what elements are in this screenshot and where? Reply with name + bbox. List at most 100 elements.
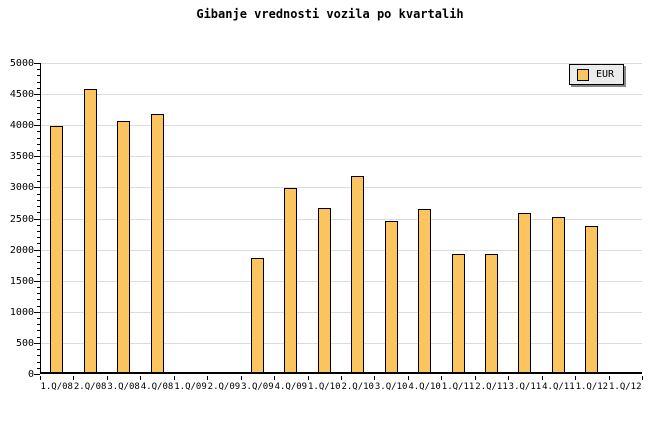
gridline <box>41 156 642 158</box>
gridline <box>41 311 642 313</box>
y-minor-tick <box>37 355 40 357</box>
y-minor-tick <box>37 199 40 201</box>
bar-1.Q/11 <box>451 254 465 372</box>
gridline <box>41 94 642 96</box>
x-axis-tick <box>73 376 75 380</box>
bar-2.Q/10 <box>351 176 365 372</box>
x-axis-tick-label: 3.Q/08 <box>107 382 140 392</box>
y-axis-tick-label: 3000 <box>9 182 34 194</box>
gridline <box>41 187 642 189</box>
y-minor-tick <box>37 162 40 164</box>
x-axis-tick-label: 2.Q/09 <box>207 382 241 392</box>
bar-4.Q/11 <box>551 217 565 372</box>
y-minor-tick <box>37 299 40 301</box>
legend-label: EUR <box>596 69 615 80</box>
y-minor-tick <box>37 361 40 363</box>
y-minor-tick <box>37 243 40 245</box>
x-axis-tick-label: 1.Q/12 <box>609 382 642 392</box>
x-axis-tick-label: 3.Q/09 <box>241 382 274 392</box>
bar-1.Q/10 <box>317 208 331 372</box>
y-minor-tick <box>37 349 40 351</box>
bar-2.Q/11 <box>485 254 498 372</box>
y-major-tick <box>34 63 40 64</box>
y-axis-tick-label: 2000 <box>9 244 34 256</box>
y-minor-tick <box>37 318 40 320</box>
y-minor-tick <box>37 118 40 120</box>
legend-box: EUR <box>569 64 624 85</box>
x-axis-tick <box>541 376 543 380</box>
plot-area <box>40 63 642 374</box>
y-major-tick <box>34 125 40 127</box>
y-minor-tick <box>37 336 40 338</box>
x-axis-tick <box>642 376 643 380</box>
y-minor-tick <box>37 212 40 214</box>
y-minor-tick <box>37 168 40 170</box>
y-minor-tick <box>37 143 40 145</box>
y-minor-tick <box>37 293 40 295</box>
x-axis-tick-label: 2.Q/08 <box>73 382 107 392</box>
x-axis-tick <box>341 376 342 380</box>
y-axis-tick-label: 2500 <box>9 213 34 225</box>
bar-3.Q/11 <box>518 212 532 372</box>
y-axis-tick-label: 1000 <box>9 306 34 318</box>
x-axis-tick <box>240 376 242 380</box>
bar-3.Q/08 <box>117 121 131 372</box>
x-axis-tick <box>474 376 476 380</box>
y-major-tick <box>34 94 40 96</box>
gridline <box>41 218 642 220</box>
x-axis-tick <box>207 376 209 380</box>
y-minor-tick <box>37 150 40 152</box>
x-axis-tick-label: 1.Q/09 <box>174 382 207 392</box>
y-axis-tick-label: 0 <box>27 369 34 380</box>
y-major-tick <box>34 311 40 313</box>
y-axis-tick-label: 4500 <box>9 89 34 101</box>
y-minor-tick <box>37 367 40 369</box>
y-major-tick <box>34 280 40 282</box>
y-major-tick <box>34 249 40 251</box>
y-minor-tick <box>37 112 40 114</box>
bar-1.Q/08 <box>50 126 64 372</box>
x-axis-tick <box>441 376 443 380</box>
bar-4.Q/09 <box>284 187 298 372</box>
y-minor-tick <box>37 262 40 264</box>
y-minor-tick <box>37 69 40 71</box>
y-minor-tick <box>37 224 40 226</box>
x-axis-tick <box>40 376 41 380</box>
y-minor-tick <box>37 106 40 108</box>
y-minor-tick <box>37 131 40 133</box>
x-axis-tick-label: 1.Q/12 <box>575 382 609 392</box>
x-axis-tick-label: 2.Q/11 <box>475 382 508 392</box>
bar-4.Q/08 <box>150 113 164 372</box>
y-major-tick <box>34 218 40 220</box>
bar-4.Q/10 <box>418 209 432 372</box>
bar-1.Q/12 <box>585 226 599 372</box>
y-axis-tick-label: 4000 <box>9 120 34 132</box>
x-axis-tick <box>106 376 108 380</box>
y-minor-tick <box>37 100 40 102</box>
y-axis-tick-label: 500 <box>15 337 34 349</box>
y-minor-tick <box>37 274 40 276</box>
gridline <box>41 342 642 344</box>
x-axis-tick <box>575 376 577 380</box>
y-minor-tick <box>37 305 40 307</box>
y-major-tick <box>34 187 40 189</box>
y-minor-tick <box>37 237 40 239</box>
y-minor-tick <box>37 81 40 83</box>
y-minor-tick <box>37 324 40 326</box>
x-axis-tick-label: 4.Q/09 <box>274 382 308 392</box>
legend-swatch-eur <box>577 68 589 81</box>
y-minor-tick <box>37 330 40 332</box>
x-axis-tick <box>274 376 276 380</box>
gridline <box>41 280 642 282</box>
y-minor-tick <box>37 268 40 270</box>
x-axis-tick <box>140 376 142 380</box>
y-minor-tick <box>37 87 40 89</box>
y-minor-tick <box>37 230 40 232</box>
x-axis-tick-label: 1.Q/08 <box>40 382 73 392</box>
x-axis-tick-label: 2.Q/10 <box>341 382 374 392</box>
bar-2.Q/08 <box>83 89 97 372</box>
x-axis-tick <box>307 376 309 380</box>
x-axis-tick <box>608 376 610 380</box>
y-minor-tick <box>37 255 40 257</box>
